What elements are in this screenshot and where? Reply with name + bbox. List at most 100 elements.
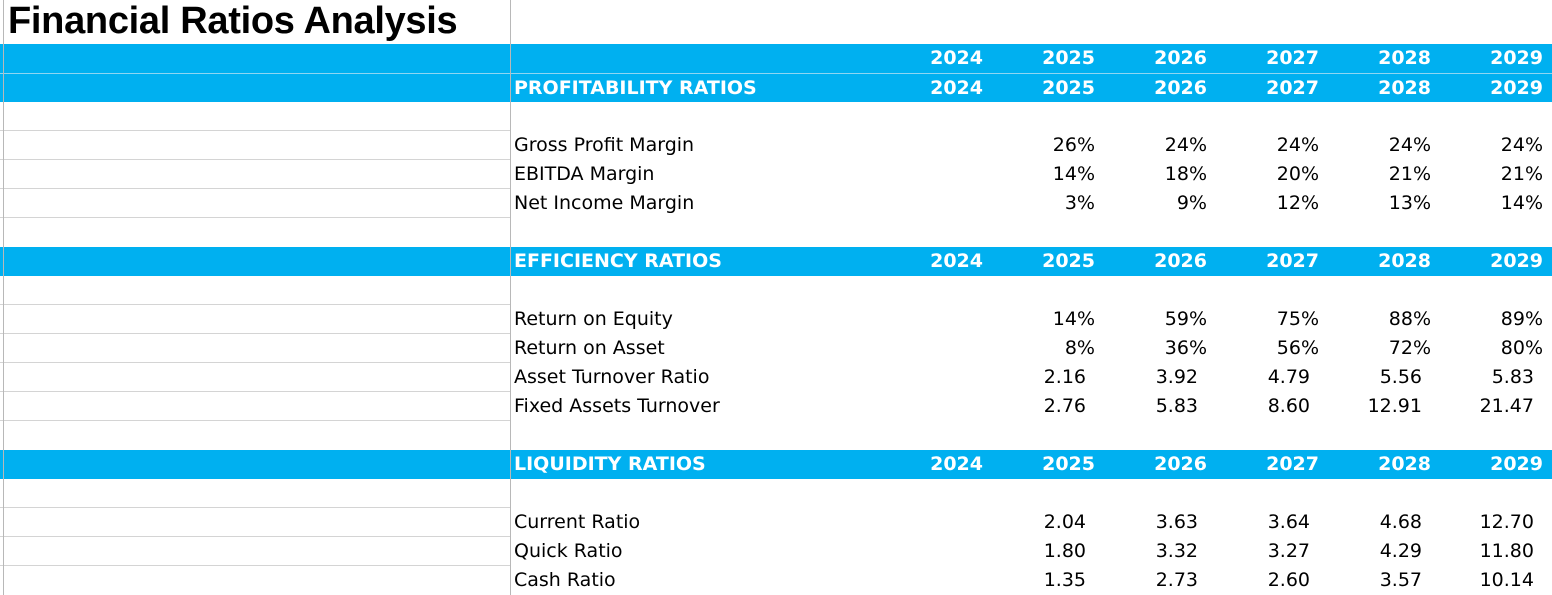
ratio-value[interactable]: 1.80 xyxy=(1043,540,1086,562)
year-cell[interactable]: 2027 xyxy=(1266,77,1319,99)
ratio-label[interactable]: Gross Profit Margin xyxy=(514,134,695,156)
gridline xyxy=(0,507,510,508)
ratio-value[interactable]: 5.83 xyxy=(1155,395,1198,417)
year-header-cell[interactable]: 2028 xyxy=(1378,47,1431,69)
ratio-label[interactable]: Return on Asset xyxy=(514,337,665,359)
ratio-value[interactable]: 1.35 xyxy=(1043,569,1086,591)
ratio-value[interactable]: 24% xyxy=(1500,134,1543,156)
ratio-value[interactable]: 12.70 xyxy=(1479,511,1534,533)
ratio-label[interactable]: Asset Turnover Ratio xyxy=(514,366,710,388)
section-header-liquidity: LIQUIDITY RATIOS 2024 2025 2026 2027 202… xyxy=(0,450,1552,479)
column-divider xyxy=(3,0,4,595)
ratio-value[interactable]: 21% xyxy=(1388,163,1431,185)
year-cell[interactable]: 2027 xyxy=(1266,250,1319,272)
ratio-value[interactable]: 56% xyxy=(1276,337,1319,359)
ratio-value[interactable]: 12% xyxy=(1276,192,1319,214)
table-row: Return on Asset 8% 36% 56% 72% 80% xyxy=(0,334,1552,363)
ratio-value[interactable]: 3.64 xyxy=(1267,511,1310,533)
gridline xyxy=(0,130,510,131)
ratio-value[interactable]: 5.83 xyxy=(1491,366,1534,388)
ratio-value[interactable]: 2.16 xyxy=(1043,366,1086,388)
ratio-value[interactable]: 89% xyxy=(1500,308,1543,330)
ratio-value[interactable]: 80% xyxy=(1500,337,1543,359)
ratio-value[interactable]: 24% xyxy=(1276,134,1319,156)
ratio-value[interactable]: 14% xyxy=(1500,192,1543,214)
year-cell[interactable]: 2025 xyxy=(1042,77,1095,99)
section-header-profitability: PROFITABILITY RATIOS 2024 2025 2026 2027… xyxy=(0,73,1552,102)
year-header-cell[interactable]: 2024 xyxy=(930,47,983,69)
ratio-value[interactable]: 3.57 xyxy=(1379,569,1422,591)
ratio-value[interactable]: 13% xyxy=(1388,192,1431,214)
table-row: Return on Equity 14% 59% 75% 88% 89% xyxy=(0,305,1552,334)
section-heading[interactable]: PROFITABILITY RATIOS xyxy=(514,77,757,99)
year-cell[interactable]: 2026 xyxy=(1154,250,1207,272)
year-cell[interactable]: 2026 xyxy=(1154,453,1207,475)
year-cell[interactable]: 2025 xyxy=(1042,250,1095,272)
year-cell[interactable]: 2029 xyxy=(1490,250,1543,272)
ratio-value[interactable]: 11.80 xyxy=(1479,540,1534,562)
section-heading[interactable]: EFFICIENCY RATIOS xyxy=(514,250,722,272)
ratio-value[interactable]: 3% xyxy=(1064,192,1095,214)
year-cell[interactable]: 2028 xyxy=(1378,250,1431,272)
year-cell[interactable]: 2024 xyxy=(930,250,983,272)
ratio-value[interactable]: 14% xyxy=(1052,308,1095,330)
ratio-label[interactable]: Return on Equity xyxy=(514,308,673,330)
year-header-cell[interactable]: 2025 xyxy=(1042,47,1095,69)
ratio-label[interactable]: Fixed Assets Turnover xyxy=(514,395,720,417)
gridline xyxy=(0,362,510,363)
ratio-value[interactable]: 4.68 xyxy=(1379,511,1422,533)
ratio-value[interactable]: 88% xyxy=(1388,308,1431,330)
year-cell[interactable]: 2027 xyxy=(1266,453,1319,475)
ratio-label[interactable]: Current Ratio xyxy=(514,511,641,533)
year-header-cell[interactable]: 2029 xyxy=(1490,47,1543,69)
ratio-value[interactable]: 4.29 xyxy=(1379,540,1422,562)
ratio-value[interactable]: 12.91 xyxy=(1367,395,1422,417)
year-cell[interactable]: 2024 xyxy=(930,453,983,475)
ratio-value[interactable]: 59% xyxy=(1164,308,1207,330)
ratio-value[interactable]: 10.14 xyxy=(1479,569,1534,591)
ratio-value[interactable]: 5.56 xyxy=(1379,366,1422,388)
ratio-value[interactable]: 20% xyxy=(1276,163,1319,185)
ratio-value[interactable]: 72% xyxy=(1388,337,1431,359)
ratio-value[interactable]: 3.27 xyxy=(1267,540,1310,562)
ratio-value[interactable]: 36% xyxy=(1164,337,1207,359)
ratio-label[interactable]: Cash Ratio xyxy=(514,569,616,591)
ratio-value[interactable]: 8.60 xyxy=(1267,395,1310,417)
ratio-value[interactable]: 21% xyxy=(1500,163,1543,185)
ratio-value[interactable]: 24% xyxy=(1388,134,1431,156)
year-header-cell[interactable]: 2026 xyxy=(1154,47,1207,69)
ratio-value[interactable]: 21.47 xyxy=(1479,395,1534,417)
ratio-value[interactable]: 8% xyxy=(1064,337,1095,359)
year-cell[interactable]: 2025 xyxy=(1042,453,1095,475)
ratio-value[interactable]: 24% xyxy=(1164,134,1207,156)
year-cell[interactable]: 2028 xyxy=(1378,453,1431,475)
ratio-value[interactable]: 3.32 xyxy=(1155,540,1198,562)
ratio-value[interactable]: 2.04 xyxy=(1043,511,1086,533)
ratio-label[interactable]: Quick Ratio xyxy=(514,540,623,562)
year-cell[interactable]: 2026 xyxy=(1154,77,1207,99)
year-cell[interactable]: 2028 xyxy=(1378,77,1431,99)
section-heading[interactable]: LIQUIDITY RATIOS xyxy=(514,453,706,475)
year-cell[interactable]: 2029 xyxy=(1490,453,1543,475)
ratio-value[interactable]: 2.76 xyxy=(1043,395,1086,417)
ratio-value[interactable]: 26% xyxy=(1052,134,1095,156)
ratio-value[interactable]: 14% xyxy=(1052,163,1095,185)
ratio-label[interactable]: Net Income Margin xyxy=(514,192,695,214)
ratio-value[interactable]: 75% xyxy=(1276,308,1319,330)
table-row: Current Ratio 2.04 3.63 3.64 4.68 12.70 xyxy=(0,508,1552,537)
ratio-value[interactable]: 2.60 xyxy=(1267,569,1310,591)
ratio-value[interactable]: 4.79 xyxy=(1267,366,1310,388)
table-row: Asset Turnover Ratio 2.16 3.92 4.79 5.56… xyxy=(0,363,1552,392)
year-cell[interactable]: 2024 xyxy=(930,77,983,99)
ratio-value[interactable]: 3.92 xyxy=(1155,366,1198,388)
ratio-value[interactable]: 18% xyxy=(1164,163,1207,185)
sheet-title[interactable]: Financial Ratios Analysis xyxy=(8,0,458,42)
ratio-label[interactable]: EBITDA Margin xyxy=(514,163,655,185)
ratio-value[interactable]: 2.73 xyxy=(1155,569,1198,591)
ratio-value[interactable]: 3.63 xyxy=(1155,511,1198,533)
year-cell[interactable]: 2029 xyxy=(1490,77,1543,99)
ratio-value[interactable]: 9% xyxy=(1176,192,1207,214)
year-header-cell[interactable]: 2027 xyxy=(1266,47,1319,69)
gridline xyxy=(0,391,510,392)
